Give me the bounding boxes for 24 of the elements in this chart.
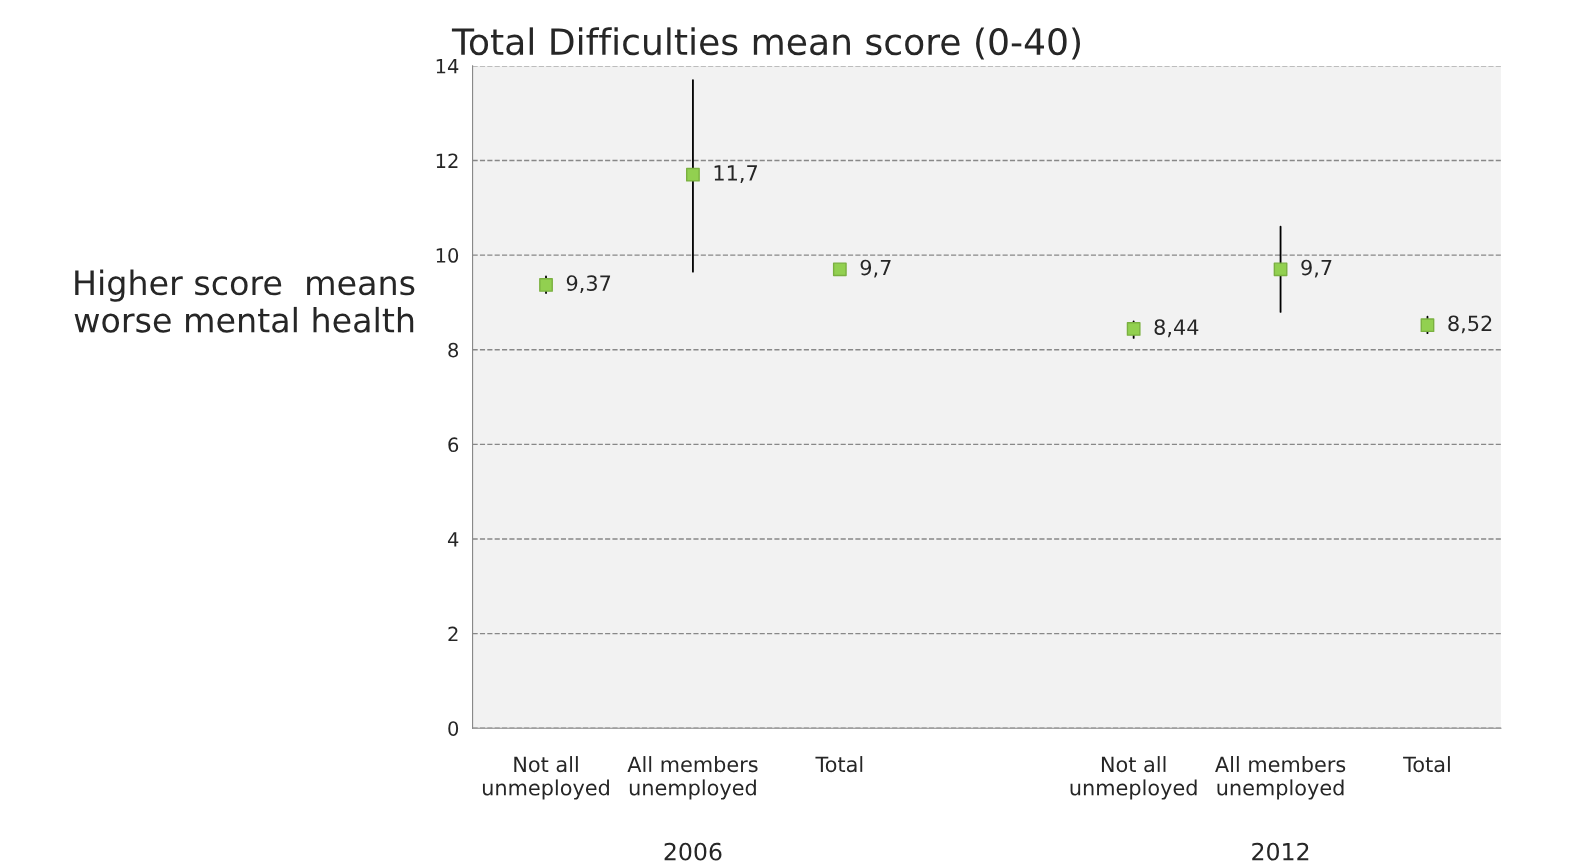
- x-tick-label: Not all unmeployed: [482, 756, 609, 800]
- x-tick-label: Not all unmeployed: [1070, 756, 1197, 800]
- y-axis-title: Higher score means worse mental health: [74, 269, 415, 333]
- y-tick-label: 8: [448, 342, 459, 358]
- y-tick-label: 12: [436, 153, 458, 168]
- x-tick-label: Total: [815, 756, 863, 773]
- x-tick-label: All members unemployed: [627, 756, 758, 800]
- y-tick-label: 0: [448, 721, 459, 736]
- data-label: 8,44: [1154, 319, 1199, 338]
- text: 2012: [1252, 842, 1309, 861]
- y-tick-label: 2: [448, 626, 458, 642]
- x-tick-label: All members unemployed: [1215, 756, 1346, 800]
- y-tick-label: 6: [448, 437, 459, 453]
- chart-title: Total Difficulties mean score (0-40): [451, 27, 1080, 60]
- y-tick-label: 14: [436, 59, 459, 74]
- data-label: 11,7: [714, 165, 757, 183]
- x-tick-label: Total: [1403, 756, 1450, 773]
- data-label: 9,37: [566, 275, 611, 294]
- y-tick-label: 10: [436, 248, 459, 263]
- text: 2006: [664, 842, 722, 861]
- data-label: 9,7: [860, 259, 891, 278]
- y-tick-label: 4: [447, 532, 459, 547]
- data-label: 8,52: [1448, 315, 1492, 334]
- data-label: 9,7: [1301, 259, 1332, 278]
